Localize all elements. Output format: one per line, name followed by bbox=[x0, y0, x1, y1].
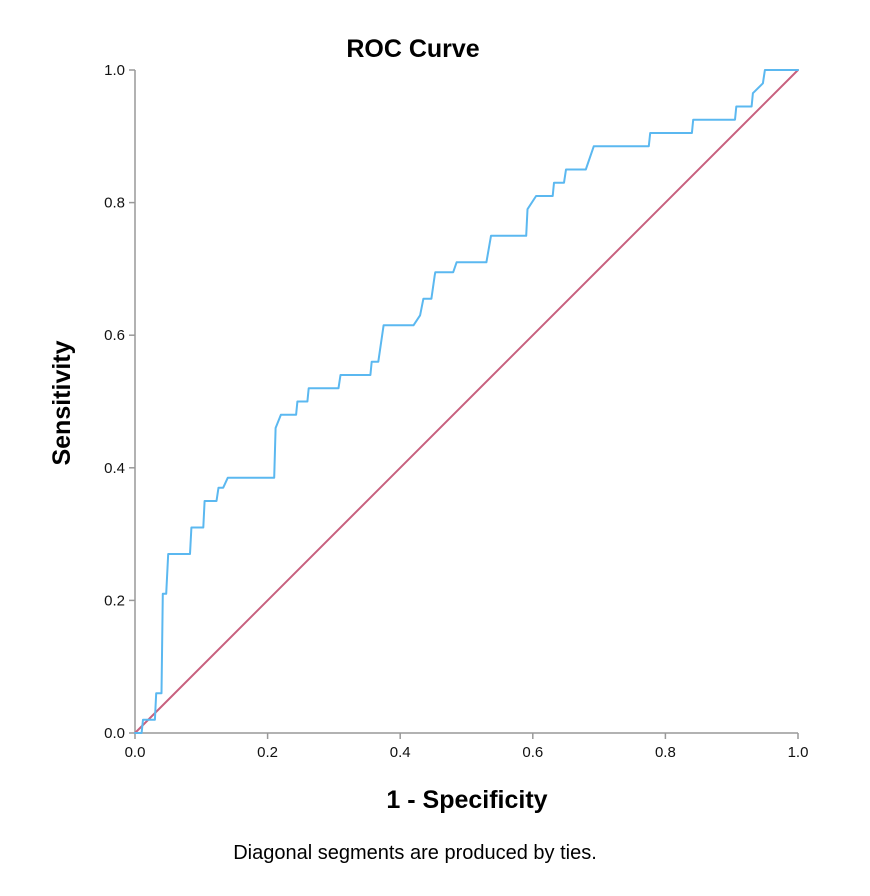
x-tick-label: 1.0 bbox=[788, 744, 809, 761]
y-tick-label: 0.0 bbox=[104, 725, 125, 742]
y-tick-label: 0.6 bbox=[104, 327, 125, 344]
x-tick-label: 0.2 bbox=[257, 744, 278, 761]
chart-title: ROC Curve bbox=[346, 35, 479, 63]
roc-curve-line bbox=[134, 69, 799, 734]
y-tick-label: 0.8 bbox=[104, 195, 125, 212]
axis-ticks: 0.0 0.2 0.4 0.6 0.8 1.0 0.0 0.2 0.4 0.6 0.8 1.0 bbox=[104, 62, 808, 761]
y-tick-label: 0.4 bbox=[104, 460, 125, 477]
reference-diagonal-line bbox=[134, 69, 799, 734]
plot-area bbox=[134, 69, 799, 734]
footnote: Diagonal segments are produced by ties. bbox=[233, 842, 597, 864]
y-axis-label: Sensitivity bbox=[48, 340, 76, 465]
x-tick-label: 0.8 bbox=[655, 744, 676, 761]
y-tick-label: 0.2 bbox=[104, 592, 125, 609]
y-tick-label: 1.0 bbox=[104, 62, 125, 79]
x-tick-label: 0.6 bbox=[522, 744, 543, 761]
x-tick-label: 0.0 bbox=[125, 744, 146, 761]
x-tick-label: 0.4 bbox=[390, 744, 411, 761]
x-axis-label: 1 - Specificity bbox=[386, 786, 547, 814]
